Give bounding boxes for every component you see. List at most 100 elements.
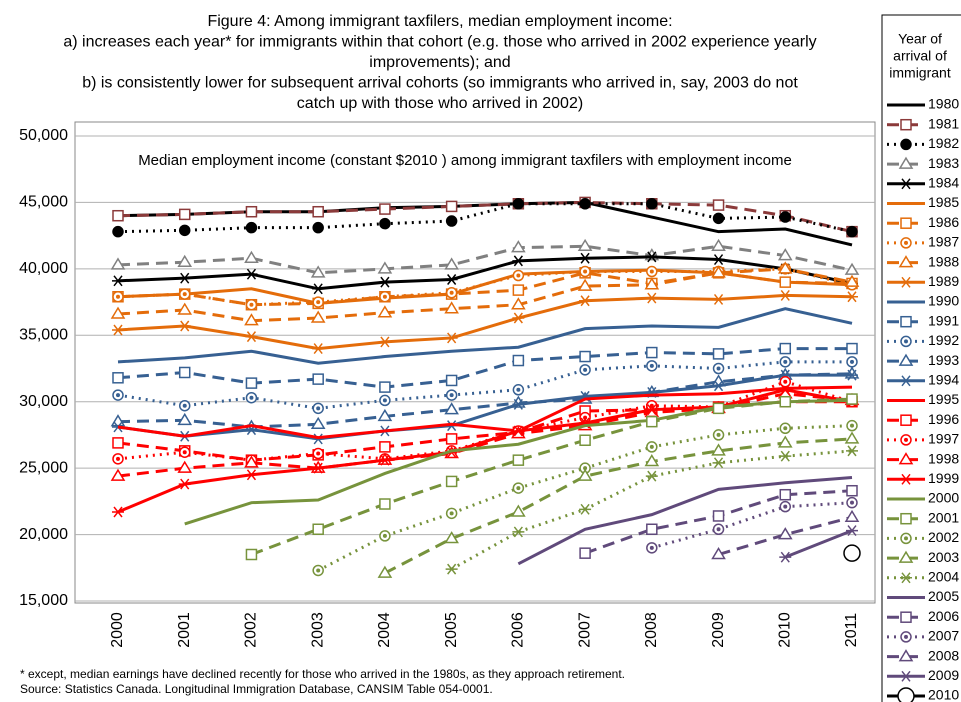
marker-center xyxy=(716,432,721,437)
marker xyxy=(712,380,725,392)
marker-center xyxy=(649,444,654,449)
marker xyxy=(511,504,526,517)
y-tick-label: 15,000 xyxy=(19,592,68,609)
chart-title: improvements); and xyxy=(369,54,510,71)
chart-title: Figure 4: Among immigrant taxfilers, med… xyxy=(207,13,672,30)
x-tick-label: 2009 xyxy=(710,612,727,648)
legend-marker xyxy=(898,649,914,662)
marker xyxy=(512,425,525,437)
marker xyxy=(444,402,459,415)
series-line xyxy=(117,388,853,514)
marker xyxy=(577,238,593,252)
marker xyxy=(779,450,792,462)
marker-center xyxy=(583,466,588,471)
marker xyxy=(844,509,860,523)
marker xyxy=(512,284,525,296)
marker xyxy=(445,374,458,387)
legend-marker xyxy=(900,473,912,485)
series-line xyxy=(117,200,853,234)
marker xyxy=(579,350,591,363)
series-line xyxy=(517,475,853,566)
legend-marker xyxy=(900,414,912,426)
series-line xyxy=(117,360,852,410)
marker-center xyxy=(716,527,721,532)
x-tick-label: 2010 xyxy=(776,612,793,648)
legend-label: 1992 xyxy=(928,332,959,348)
marker xyxy=(177,412,193,426)
marker-center xyxy=(904,536,908,541)
series-line xyxy=(718,515,853,556)
marker xyxy=(378,454,391,466)
marker xyxy=(178,272,191,284)
marker-center xyxy=(116,456,120,461)
marker xyxy=(846,393,858,405)
marker-center xyxy=(783,379,788,384)
legend-label: 1996 xyxy=(928,411,959,427)
annotation: Median employment income (constant $2010… xyxy=(138,152,792,169)
marker xyxy=(312,523,324,536)
marker xyxy=(777,261,793,274)
marker-center xyxy=(649,363,654,368)
marker-center xyxy=(649,545,654,550)
marker xyxy=(512,398,525,410)
marker xyxy=(579,547,591,559)
legend-label: 2008 xyxy=(928,647,959,663)
marker xyxy=(712,510,725,522)
marker xyxy=(378,276,391,288)
marker xyxy=(245,548,258,561)
marker xyxy=(844,262,860,275)
marker xyxy=(245,377,258,389)
marker-center xyxy=(783,426,788,431)
marker xyxy=(846,445,858,457)
marker xyxy=(312,283,325,295)
marker xyxy=(646,198,658,210)
x-tick-label: 2003 xyxy=(309,612,326,648)
marker xyxy=(711,238,726,252)
marker xyxy=(244,455,259,468)
marker xyxy=(646,523,658,536)
marker xyxy=(310,310,326,323)
legend-label: 2010 xyxy=(928,687,959,702)
marker xyxy=(445,200,458,213)
marker-center xyxy=(316,406,321,411)
marker xyxy=(177,302,193,315)
legend-marker xyxy=(900,178,912,190)
legend-label: 1998 xyxy=(928,450,959,466)
marker xyxy=(310,416,326,430)
marker xyxy=(711,265,726,278)
marker xyxy=(178,224,191,237)
marker xyxy=(110,257,126,270)
marker xyxy=(579,434,591,446)
marker xyxy=(444,257,459,270)
series-line xyxy=(184,398,853,526)
marker xyxy=(112,372,124,384)
legend-marker xyxy=(898,156,914,169)
legend-label: 1988 xyxy=(928,253,959,269)
marker xyxy=(379,498,391,510)
marker-center xyxy=(516,387,521,392)
series-line xyxy=(250,397,853,556)
legend-marker xyxy=(900,572,912,584)
series-line xyxy=(117,347,852,389)
legend-label: 1984 xyxy=(928,175,959,191)
legend-label: 1990 xyxy=(928,293,959,309)
y-tick-label: 20,000 xyxy=(19,526,68,543)
marker xyxy=(779,276,792,288)
marker xyxy=(645,251,658,263)
marker xyxy=(712,402,725,415)
marker-center xyxy=(904,240,908,245)
marker xyxy=(379,203,391,215)
legend-label: 1999 xyxy=(928,470,959,486)
marker-center xyxy=(382,294,387,299)
legend-title: Year of xyxy=(898,31,942,47)
marker xyxy=(444,531,459,544)
marker-center xyxy=(116,393,120,398)
marker xyxy=(579,503,592,515)
marker xyxy=(244,313,259,326)
y-tick-label: 25,000 xyxy=(19,459,68,476)
marker-center xyxy=(716,366,721,371)
y-tick-label: 50,000 xyxy=(19,127,68,144)
legend-label: 2004 xyxy=(928,569,959,585)
marker-center xyxy=(516,486,521,491)
